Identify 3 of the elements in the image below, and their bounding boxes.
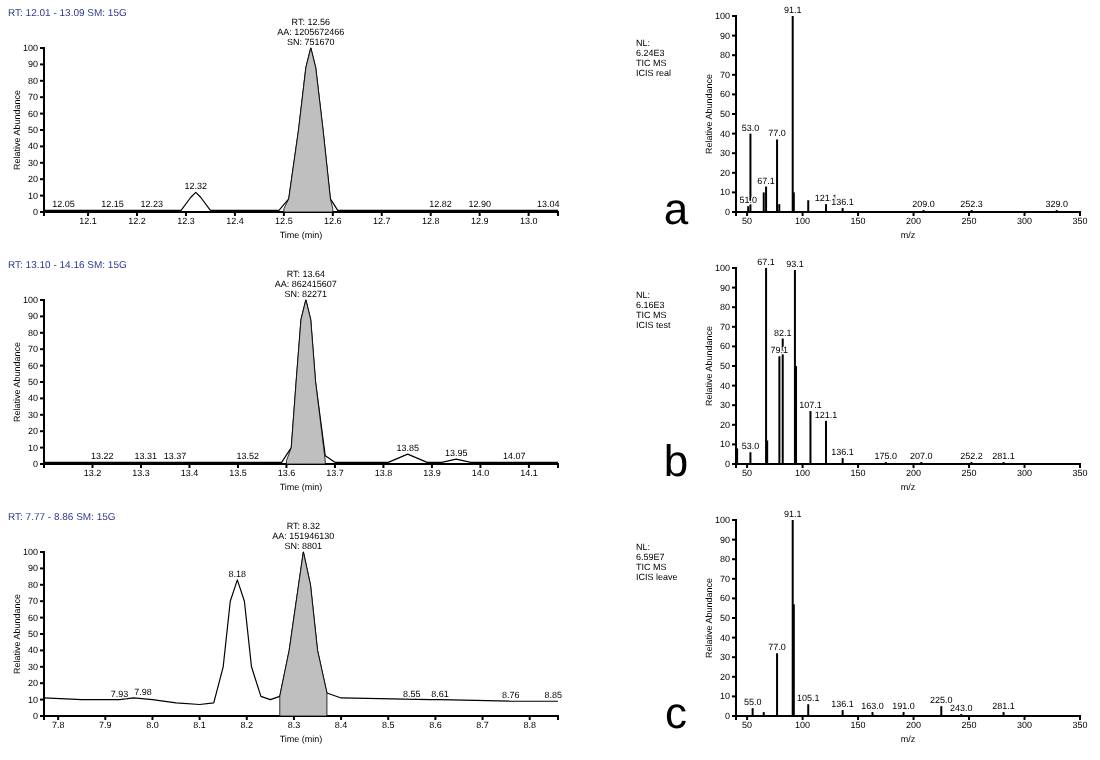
text: b	[663, 436, 689, 486]
text: c	[665, 688, 687, 738]
text: a	[663, 184, 690, 234]
